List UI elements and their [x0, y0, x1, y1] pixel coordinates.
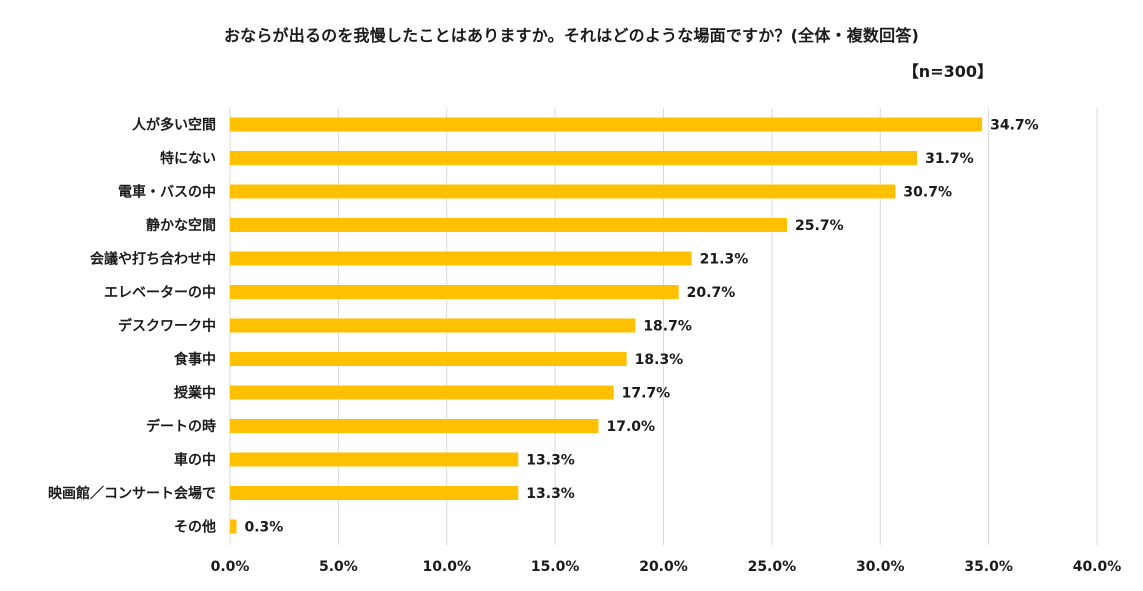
value-labels: 34.7% 31.7% 30.7% 25.7% 21.3% 20.7% 18.7% 18.3%… [245, 118, 1039, 536]
x-axis-tick-labels: 0.0% 5.0% 10.0% 15.0% 20.0% 25.0% 30.0% 35.0% 40… [211, 559, 1122, 575]
value-label: 13.3% [526, 453, 575, 469]
category-label: 人が多い空間 [132, 117, 216, 134]
bar [230, 385, 614, 400]
bar [230, 519, 237, 534]
bar [230, 151, 918, 165]
category-labels: 人が多い空間特にない電車・バスの中静かな空間会議や打ち合わせ中エレベーターの中デ… [48, 117, 216, 536]
x-tick-label: 15.0% [531, 559, 580, 575]
category-label: その他 [174, 519, 216, 536]
category-label: 車の中 [174, 452, 216, 469]
value-label: 18.3% [635, 352, 684, 368]
category-label: 食事中 [174, 351, 216, 368]
bar [230, 318, 636, 333]
chart-title: おならが出るのを我慢したことはありますか。それはどのような場面ですか？(全体・複… [223, 26, 920, 45]
x-tick-label: 10.0% [422, 559, 471, 575]
bar [230, 218, 788, 232]
category-label: 特にない [160, 150, 216, 167]
category-label: エレベーターの中 [104, 284, 216, 301]
bars [230, 117, 983, 534]
bar [230, 486, 519, 500]
category-label: 静かな空間 [146, 217, 216, 234]
category-label: 映画館／コンサート会場で [48, 485, 216, 502]
x-tick-label: 40.0% [1073, 559, 1122, 575]
x-tick-label: 30.0% [856, 559, 905, 575]
value-label: 25.7% [795, 218, 844, 234]
x-tick-label: 20.0% [639, 559, 688, 575]
value-label: 21.3% [700, 252, 749, 268]
bar [230, 352, 627, 366]
bar [230, 452, 519, 467]
grid-lines [229, 108, 1098, 545]
bar [230, 117, 983, 132]
category-label: 授業中 [174, 385, 216, 402]
x-tick-label: 0.0% [211, 559, 250, 575]
x-tick-label: 35.0% [964, 559, 1013, 575]
category-label: デートの時 [146, 418, 216, 435]
value-label: 18.7% [643, 319, 692, 335]
value-label: 30.7% [903, 185, 952, 201]
x-tick-label: 5.0% [319, 559, 358, 575]
value-label: 0.3% [245, 520, 284, 536]
bar [230, 184, 896, 199]
value-label: 31.7% [925, 151, 974, 167]
x-tick-label: 25.0% [748, 559, 797, 575]
value-label: 13.3% [526, 486, 575, 502]
bar [230, 419, 599, 433]
value-label: 17.0% [606, 419, 655, 435]
value-label: 34.7% [990, 118, 1039, 134]
bar [230, 251, 692, 266]
value-label: 17.7% [622, 386, 671, 402]
category-label: 会議や打ち合わせ中 [90, 251, 216, 268]
chart-subtitle: 【n=300】 [902, 62, 993, 81]
value-label: 20.7% [687, 285, 736, 301]
category-label: 電車・バスの中 [118, 184, 216, 201]
bar [230, 285, 679, 299]
category-label: デスクワーク中 [118, 318, 216, 335]
